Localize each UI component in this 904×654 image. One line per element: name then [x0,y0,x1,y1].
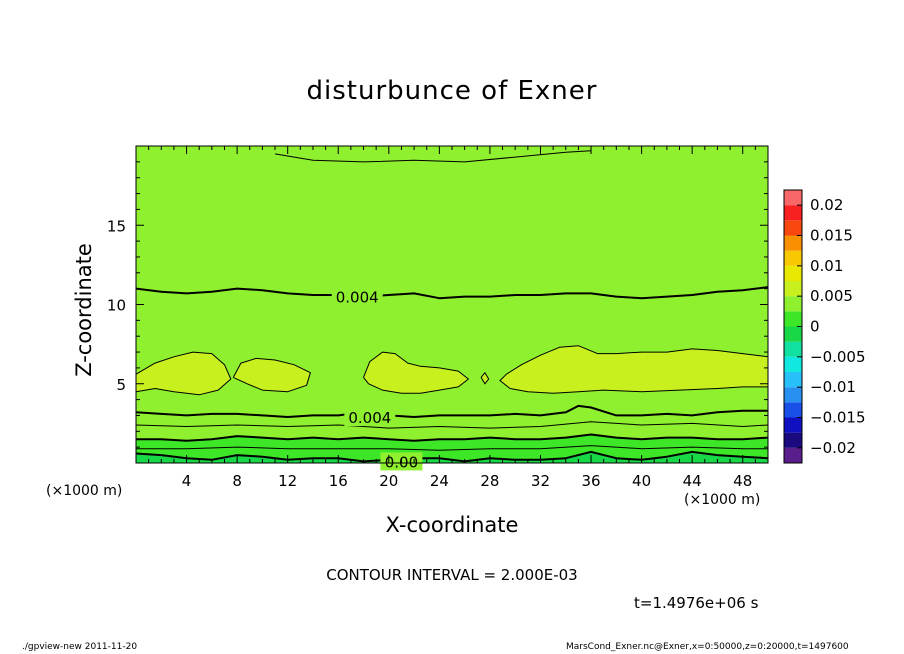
colorbar-segment [784,190,802,206]
x-axis: 4 8 12 16 20 24 28 32 36 40 44 48 [148,146,756,490]
x-tick-label: 12 [278,472,297,490]
colorbar-segment [784,265,802,281]
colorbar-segment [784,311,802,327]
colorbar-tick-label: 0.01 [810,257,843,275]
contour-line [136,286,768,300]
colorbar-tick-label: −0.02 [810,439,856,457]
x-tick-label: 8 [232,472,242,490]
colorbar-segment [784,417,802,433]
footer-program: ./gpview-new 2011-11-20 [22,642,138,652]
x-tick-label: 16 [329,472,348,490]
contour-line [274,150,592,163]
contour-interval-note: CONTOUR INTERVAL = 2.000E-03 [326,566,578,584]
x-tick-label: 4 [182,472,192,490]
field-band [233,358,311,392]
y-tick-label: 15 [107,217,126,235]
field-band [136,352,231,395]
colorbar-segment [784,402,802,418]
field-band [136,146,768,299]
contour-line [499,345,768,394]
colorbar-segment [784,432,802,448]
colorbar-tick-label: 0 [810,318,820,336]
y-tick-label: 5 [116,376,126,394]
x-tick-label: 44 [683,472,702,490]
y-axis: 5 10 15 [107,161,768,448]
contour-line [136,404,768,418]
time-label: t=1.4976e+06 s [634,594,759,612]
colorbar-tick-label: −0.01 [810,378,856,396]
x-tick-label: 32 [531,472,550,490]
x-tick-label: 36 [581,472,600,490]
colorbar-segment [784,372,802,388]
colorbar-segment [784,220,802,236]
colorbar-segment [784,205,802,221]
colorbar-segment [784,250,802,266]
colorbar-segment [784,341,802,357]
colorbar-segment [784,387,802,403]
contour-line [136,433,768,442]
contour-label-bg [331,287,383,306]
contour-label-bg [344,408,396,427]
contour-line [136,351,232,396]
chart-title: disturbunce of Exner [306,76,598,106]
colorbar-segment [784,235,802,251]
footer-source: MarsCond_Exner.nc@Exner,x=0:50000,z=0:20… [566,642,849,652]
x-axis-label: X-coordinate [385,513,519,537]
colorbar-tick-label: 0.015 [810,227,853,245]
colorbar-segment [784,356,802,372]
plot-area [136,146,768,463]
contour-label: 0.004 [348,409,391,427]
x-tick-label: 24 [430,472,449,490]
x-tick-label: 20 [379,472,398,490]
y-tick-label: 10 [107,297,126,315]
z-unit-label: (×1000 m) [46,483,123,499]
colorbar-tick-label: −0.015 [810,409,866,427]
colorbar-segment [784,281,802,297]
colorbar-segment [784,447,802,463]
x-tick-label: 48 [733,472,752,490]
x-tick-label: 40 [632,472,651,490]
x-unit-label: (×1000 m) [684,492,761,508]
colorbar-segment [784,296,802,312]
field-band [500,345,768,394]
colorbar-tick-label: 0.02 [810,196,843,214]
contour-line [363,351,469,394]
contour-line [136,445,768,451]
contour-line [232,357,311,393]
x-tick-label: 28 [480,472,499,490]
colorbar-segment [784,326,802,342]
colorbar: 0.02 0.015 0.01 0.005 0 −0.005 −0.01 −0.015 −0.0… [783,189,866,464]
contour-label: 0.004 [336,289,379,307]
contour-line [480,372,490,385]
colorbar-tick-label: 0.005 [810,287,853,305]
colorbar-tick-label: −0.005 [810,348,866,366]
y-axis-label: Z-coordinate [72,243,96,377]
field-band [363,352,469,394]
contour-line [136,421,768,429]
